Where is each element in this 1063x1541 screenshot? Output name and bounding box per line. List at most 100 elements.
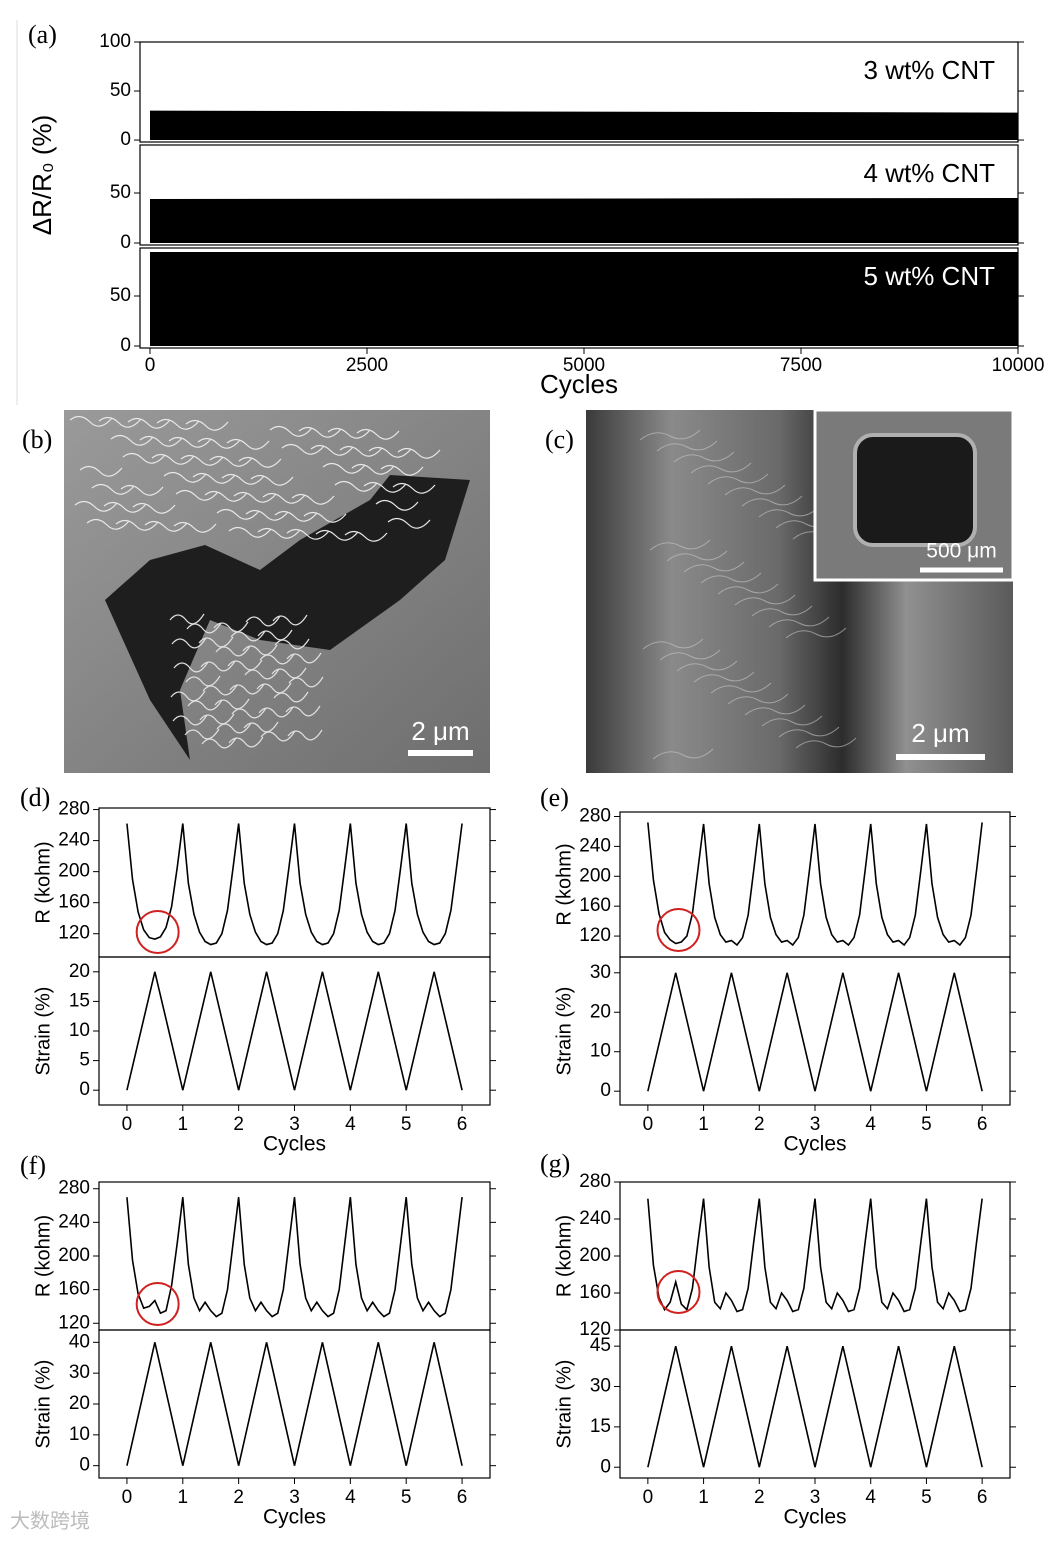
highlight-circle bbox=[135, 910, 180, 954]
sem-fiber bbox=[228, 736, 264, 748]
x-tick-label: 4 bbox=[345, 1114, 356, 1135]
x-tick-label: 5 bbox=[401, 1114, 412, 1135]
sem-fiber bbox=[74, 500, 118, 512]
sem-fiber bbox=[103, 501, 147, 513]
sem-fiber bbox=[291, 493, 335, 505]
sem-fiber bbox=[198, 636, 234, 648]
y-tick-label: 45 bbox=[590, 1335, 611, 1356]
sem-fiber bbox=[221, 473, 265, 485]
data-line bbox=[647, 1198, 983, 1313]
sem-fiber bbox=[197, 437, 241, 449]
sem-fiber bbox=[231, 707, 267, 719]
sem-wrinkle bbox=[690, 462, 752, 474]
sem-fiber bbox=[250, 474, 294, 486]
sem-wrinkle bbox=[649, 539, 711, 551]
plot-frame bbox=[139, 41, 1019, 143]
sem-fiber bbox=[216, 722, 252, 734]
x-tick-label: 2 bbox=[233, 1487, 244, 1508]
y-tick-label: 10 bbox=[69, 1424, 90, 1445]
sem-fiber bbox=[230, 630, 266, 642]
sem-fiber bbox=[274, 638, 310, 650]
y-axis-title: R (kohm) bbox=[553, 843, 575, 925]
sem-fiber bbox=[257, 527, 301, 539]
sem-fiber bbox=[273, 691, 309, 703]
sem-fiber bbox=[209, 455, 253, 467]
x-tick-label: 2500 bbox=[346, 355, 388, 376]
sem-fiber bbox=[327, 427, 371, 439]
sem-fiber bbox=[192, 472, 236, 484]
plot-frame bbox=[139, 144, 1019, 246]
sem-fiber bbox=[139, 435, 183, 447]
sem-fiber bbox=[127, 417, 171, 429]
sem-wrinkle bbox=[683, 561, 745, 573]
scale-bar-label: 2 μm bbox=[911, 718, 969, 748]
sem-wrinkle bbox=[785, 627, 847, 639]
sem-fiber bbox=[298, 426, 342, 438]
sem-fiber bbox=[213, 621, 249, 633]
sem-fiber bbox=[185, 675, 221, 687]
x-tick-label: 2 bbox=[754, 1487, 765, 1508]
sem-fiber bbox=[185, 419, 229, 431]
sem-fiber bbox=[339, 445, 383, 457]
y-axis-title: R (kohm) bbox=[32, 841, 54, 923]
sem-fiber bbox=[214, 698, 250, 710]
sem-wrinkle bbox=[795, 737, 857, 749]
y-tick-label: 0 bbox=[120, 232, 131, 253]
sem-fiber bbox=[204, 490, 248, 502]
y-tick-label: 20 bbox=[590, 1001, 611, 1022]
sem-wrinkle bbox=[741, 495, 803, 507]
y-tick-label: 160 bbox=[58, 1279, 90, 1300]
data-line bbox=[647, 1345, 983, 1468]
sem-fiber bbox=[110, 434, 154, 446]
x-tick-label: 10000 bbox=[992, 355, 1045, 376]
data-area bbox=[149, 198, 1019, 243]
x-tick-label: 0 bbox=[643, 1114, 654, 1135]
y-tick-label: 120 bbox=[579, 925, 611, 946]
data-line bbox=[647, 972, 983, 1092]
x-axis-title: Cycles bbox=[263, 1506, 326, 1529]
y-tick-label: 30 bbox=[590, 1376, 611, 1397]
plot-frame bbox=[98, 956, 491, 1106]
y-tick-label: 160 bbox=[579, 1282, 611, 1303]
sem-fiber bbox=[287, 729, 323, 741]
x-axis-title: Cycles bbox=[783, 1506, 846, 1529]
x-tick-label: 4 bbox=[865, 1114, 876, 1135]
sem-fiber bbox=[169, 613, 205, 625]
x-tick-label: 3 bbox=[810, 1487, 821, 1508]
sem-fiber bbox=[151, 453, 195, 465]
y-axis-title: Strain (%) bbox=[32, 987, 54, 1076]
panel-label: (b) bbox=[22, 425, 52, 454]
sem-wrinkle bbox=[758, 506, 820, 518]
sem-wrinkle bbox=[734, 594, 796, 606]
sem-fiber bbox=[334, 480, 378, 492]
y-tick-label: 10 bbox=[590, 1041, 611, 1062]
y-tick-label: 280 bbox=[58, 799, 90, 820]
sem-fiber bbox=[356, 428, 400, 440]
y-tick-label: 280 bbox=[579, 1171, 611, 1192]
sem-fiber bbox=[144, 520, 188, 532]
sem-fiber bbox=[69, 415, 113, 427]
sem-fiber bbox=[257, 629, 293, 641]
sem-fiber bbox=[173, 661, 209, 673]
sem-wrinkle bbox=[642, 638, 704, 650]
sem-fiber bbox=[228, 526, 272, 538]
y-tick-label: 160 bbox=[579, 895, 611, 916]
sem-fiber bbox=[281, 443, 325, 455]
sem-fiber bbox=[392, 482, 436, 494]
data-line bbox=[126, 1342, 463, 1466]
x-tick-label: 7500 bbox=[780, 355, 822, 376]
sem-wrinkle bbox=[673, 451, 735, 463]
sem-fiber bbox=[262, 492, 306, 504]
y-tick-label: 280 bbox=[58, 1178, 90, 1199]
sem-fiber bbox=[163, 471, 207, 483]
y-axis-title: Strain (%) bbox=[32, 1360, 54, 1449]
watermark: 大数跨境 bbox=[10, 1509, 90, 1532]
x-tick-label: 3 bbox=[289, 1487, 300, 1508]
x-tick-label: 1 bbox=[177, 1114, 188, 1135]
y-tick-label: 120 bbox=[58, 1312, 90, 1333]
x-tick-label: 6 bbox=[977, 1114, 988, 1135]
sem-fiber bbox=[172, 714, 208, 726]
data-area bbox=[149, 110, 1019, 141]
highlight-circle bbox=[656, 908, 701, 952]
